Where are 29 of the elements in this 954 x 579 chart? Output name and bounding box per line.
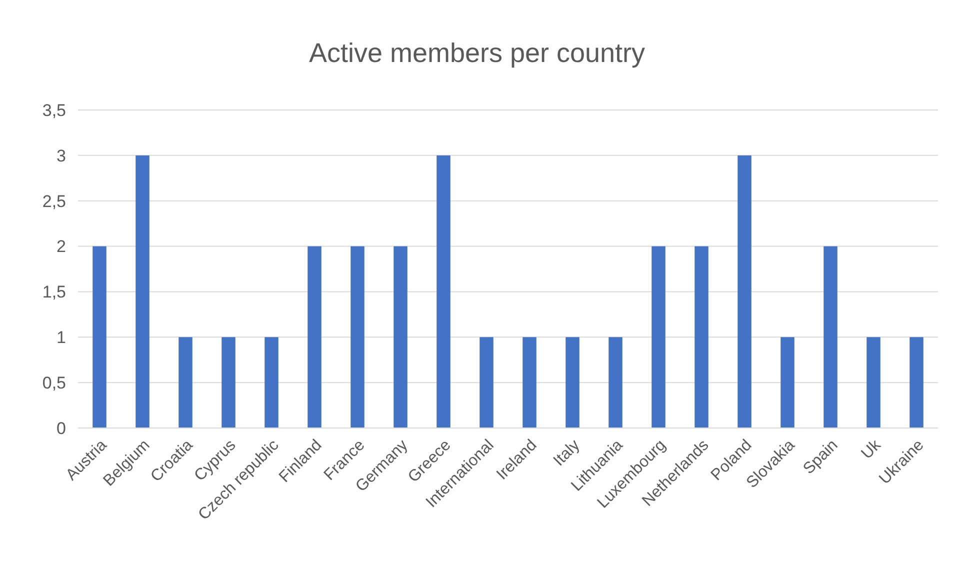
bar (178, 337, 192, 428)
bar (694, 246, 708, 428)
bar (824, 246, 838, 428)
bar (92, 246, 106, 428)
bar (480, 337, 494, 428)
bar (394, 246, 408, 428)
bar (738, 155, 752, 428)
bar (780, 337, 794, 428)
bar (608, 337, 622, 428)
bar (350, 246, 364, 428)
bar (910, 337, 924, 428)
y-tick-label: 2 (56, 237, 66, 256)
bar (652, 246, 666, 428)
y-tick-label: 1 (56, 328, 66, 348)
bar (566, 337, 580, 428)
y-tick-label: 2,5 (42, 192, 66, 211)
bar (436, 155, 450, 428)
bar (222, 337, 236, 428)
y-tick-label: 0 (56, 418, 66, 438)
y-tick-label: 0,5 (42, 374, 66, 393)
y-tick-label: 3 (56, 146, 66, 166)
bar (308, 246, 322, 428)
bar (264, 337, 278, 428)
chart-title: Active members per country (308, 38, 646, 68)
y-tick-label: 3,5 (42, 100, 66, 120)
bar (136, 155, 150, 428)
bar (522, 337, 536, 428)
bar (866, 337, 880, 428)
y-tick-label: 1,5 (42, 282, 66, 302)
